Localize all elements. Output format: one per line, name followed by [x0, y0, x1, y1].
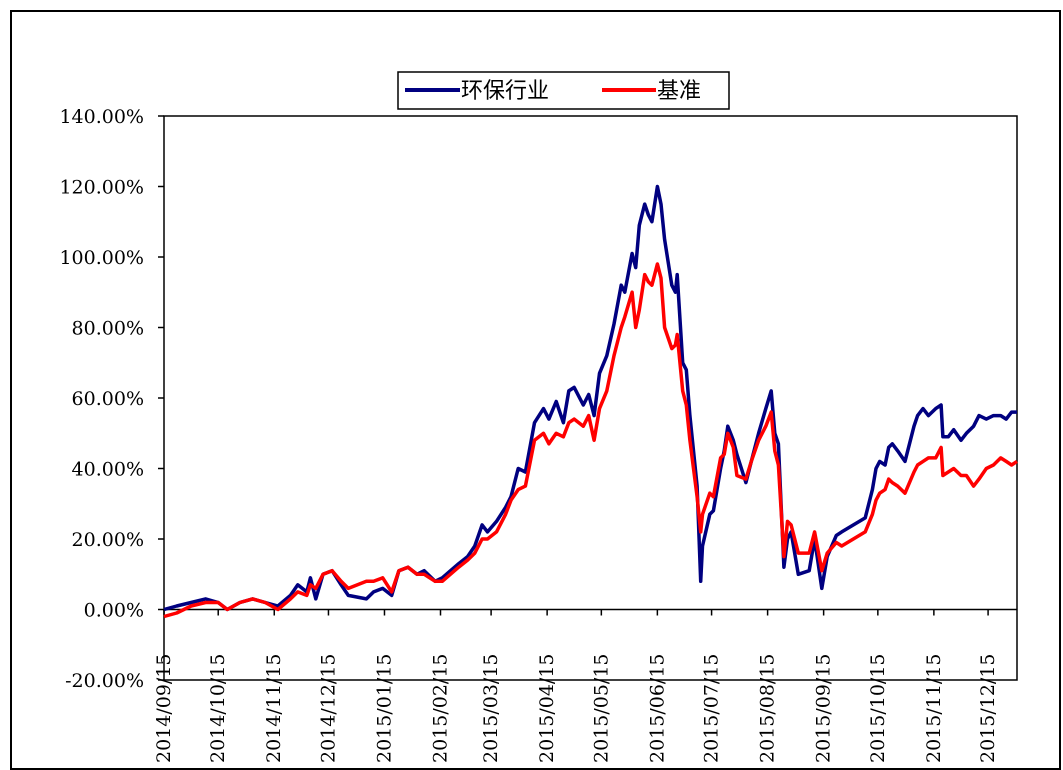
legend-label-industry: 环保行业: [461, 79, 549, 104]
y-tick-label: 120.00%: [59, 177, 144, 199]
x-tick-label: 2014/10/15: [207, 653, 229, 763]
y-tick-label: 60.00%: [72, 388, 144, 410]
x-tick-label: 2015/04/15: [536, 653, 558, 763]
series-line-benchmark: [163, 262, 1018, 619]
y-tick-label: 40.00%: [72, 459, 144, 481]
legend-label-benchmark: 基准: [657, 79, 701, 104]
x-tick-label: 2014/11/15: [263, 653, 285, 763]
x-tick-label: 2015/11/15: [923, 653, 945, 763]
y-tick-label: 0.00%: [84, 600, 144, 622]
x-tick-label: 2015/12/15: [977, 653, 999, 763]
y-tick-label: 80.00%: [72, 318, 144, 340]
y-tick-label: 100.00%: [59, 247, 144, 269]
series-line-industry: [163, 184, 1017, 612]
x-tick-label: 2015/06/15: [646, 653, 668, 763]
plot-area: [163, 184, 1018, 619]
x-tick-label: 2015/02/15: [430, 653, 452, 763]
y-tick-label: 140.00%: [59, 106, 144, 128]
legend: 环保行业 基准: [397, 71, 730, 110]
x-tick-label: 2015/08/15: [757, 653, 779, 763]
axes: -20.00% 0.00% 20.00% 40.00% 60.00% 80.00% 100.…: [59, 106, 1018, 763]
y-tick-label: 20.00%: [72, 529, 144, 551]
x-tick-label: 2015/09/15: [813, 653, 835, 763]
x-tick-label: 2015/03/15: [480, 653, 502, 763]
chart-frame: [10, 10, 1061, 770]
x-tick-label: 2014/12/15: [317, 653, 339, 763]
x-tick-label: 2015/05/15: [590, 653, 612, 763]
x-tick-label: 2015/07/15: [701, 653, 723, 763]
y-tick-label: -20.00%: [65, 670, 144, 692]
x-tick-label: 2015/10/15: [867, 653, 889, 763]
x-tick-label: 2015/01/15: [373, 653, 395, 763]
x-tick-label: 2014/09/15: [153, 653, 175, 763]
